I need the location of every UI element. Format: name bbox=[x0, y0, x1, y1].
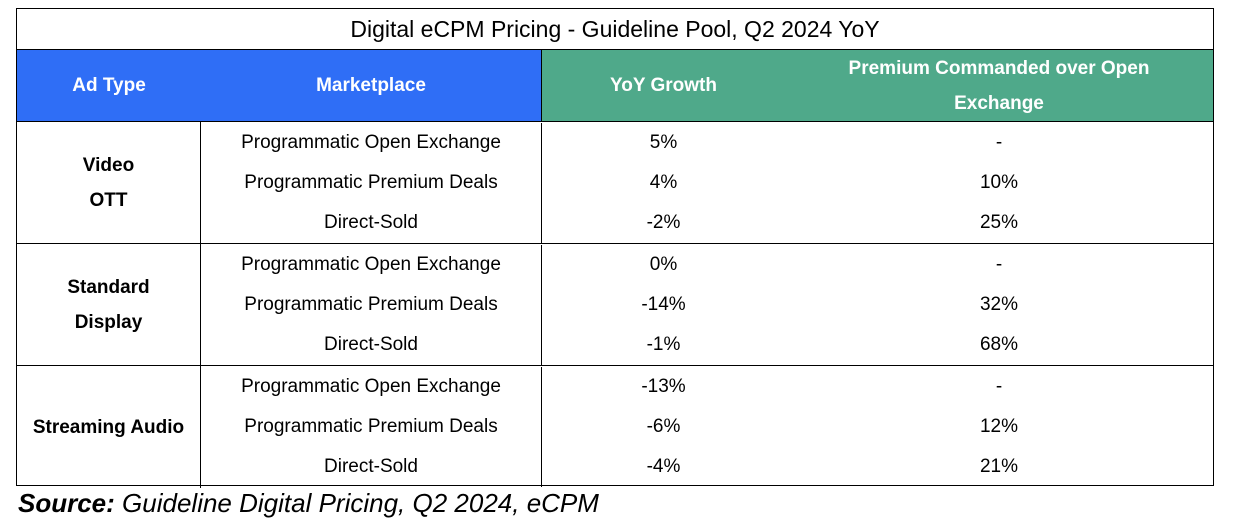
yoy-growth-cell: -2% bbox=[541, 203, 785, 243]
marketplace-cell: Direct-Sold bbox=[324, 334, 418, 355]
table-row: Direct-Sold -2% 25% bbox=[201, 203, 1213, 243]
table-row: Programmatic Open Exchange 0% - bbox=[201, 245, 1213, 285]
table-row: Direct-Sold -4% 21% bbox=[201, 447, 1213, 487]
premium-cell: 10% bbox=[979, 172, 1019, 193]
premium-cell: 68% bbox=[979, 334, 1019, 355]
table-row: Programmatic Premium Deals 4% 10% bbox=[201, 163, 1213, 203]
marketplace-cell: Direct-Sold bbox=[324, 212, 418, 233]
marketplace-cell: Programmatic Premium Deals bbox=[244, 416, 498, 437]
ad-type-group: Video OTT Programmatic Open Exchange 5% - Pr… bbox=[17, 122, 1213, 244]
ad-type-label: Standard Display bbox=[17, 244, 201, 365]
table-row: Programmatic Open Exchange 5% - bbox=[201, 123, 1213, 163]
marketplace-cell: Programmatic Open Exchange bbox=[241, 132, 501, 153]
header-premium-line-2: Exchange bbox=[954, 92, 1044, 114]
marketplace-cell: Programmatic Premium Deals bbox=[244, 172, 498, 193]
source-label: Source: bbox=[18, 488, 115, 518]
yoy-growth-cell: -1% bbox=[541, 325, 785, 365]
header-marketplace: Marketplace bbox=[201, 50, 541, 122]
header-yoy-growth: YoY Growth bbox=[541, 50, 785, 122]
ad-type-label: Video OTT bbox=[17, 122, 201, 243]
header-marketplace-label: Marketplace bbox=[316, 75, 426, 96]
marketplace-cell: Programmatic Open Exchange bbox=[241, 376, 501, 397]
header-yoy-label: YoY Growth bbox=[610, 75, 717, 96]
premium-cell: - bbox=[995, 376, 1003, 397]
table-row: Programmatic Open Exchange -13% - bbox=[201, 367, 1213, 407]
yoy-growth-cell: -14% bbox=[541, 285, 785, 325]
pricing-table: Digital eCPM Pricing - Guideline Pool, Q… bbox=[16, 8, 1214, 488]
header-premium-line-1: Premium Commanded over Open bbox=[848, 57, 1150, 79]
source-text: Guideline Digital Pricing, Q2 2024, eCPM bbox=[114, 488, 599, 518]
source-note: Source: Guideline Digital Pricing, Q2 20… bbox=[18, 488, 599, 519]
yoy-growth-cell: -4% bbox=[541, 447, 785, 487]
premium-cell: - bbox=[995, 132, 1003, 153]
ad-type-label: Streaming Audio bbox=[17, 366, 201, 488]
marketplace-cell: Programmatic Open Exchange bbox=[241, 254, 501, 275]
table-row: Programmatic Premium Deals -6% 12% bbox=[201, 407, 1213, 447]
yoy-growth-cell: -6% bbox=[541, 407, 785, 447]
premium-cell: 25% bbox=[979, 212, 1019, 233]
table-title: Digital eCPM Pricing - Guideline Pool, Q… bbox=[17, 9, 1213, 50]
yoy-growth-cell: 5% bbox=[541, 123, 785, 163]
premium-cell: - bbox=[995, 254, 1003, 275]
ad-type-group: Standard Display Programmatic Open Exchan… bbox=[17, 244, 1213, 366]
yoy-growth-cell: 4% bbox=[541, 163, 785, 203]
yoy-growth-cell: -13% bbox=[541, 367, 785, 407]
yoy-growth-cell: 0% bbox=[541, 245, 785, 285]
table-row: Direct-Sold -1% 68% bbox=[201, 325, 1213, 365]
premium-cell: 32% bbox=[979, 294, 1019, 315]
marketplace-cell: Direct-Sold bbox=[324, 456, 418, 477]
header-ad-type: Ad Type bbox=[17, 50, 201, 122]
premium-cell: 12% bbox=[979, 416, 1019, 437]
premium-cell: 21% bbox=[979, 456, 1019, 477]
table-row: Programmatic Premium Deals -14% 32% bbox=[201, 285, 1213, 325]
header-premium: Premium Commanded over Open Exchange bbox=[785, 50, 1213, 122]
marketplace-cell: Programmatic Premium Deals bbox=[244, 294, 498, 315]
ad-type-group: Streaming Audio Programmatic Open Exchang… bbox=[17, 366, 1213, 488]
header-ad-type-label: Ad Type bbox=[72, 75, 146, 96]
